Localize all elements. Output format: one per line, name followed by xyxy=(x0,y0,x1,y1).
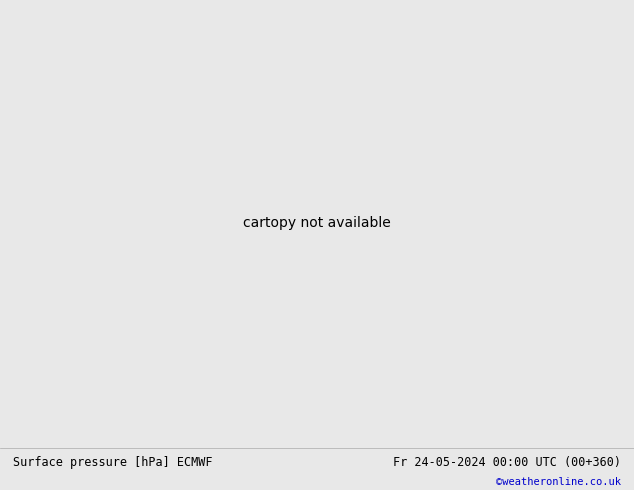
Text: Surface pressure [hPa] ECMWF: Surface pressure [hPa] ECMWF xyxy=(13,456,212,469)
Text: cartopy not available: cartopy not available xyxy=(243,216,391,230)
Text: Fr 24-05-2024 00:00 UTC (00+360): Fr 24-05-2024 00:00 UTC (00+360) xyxy=(393,456,621,469)
Text: ©weatheronline.co.uk: ©weatheronline.co.uk xyxy=(496,477,621,487)
